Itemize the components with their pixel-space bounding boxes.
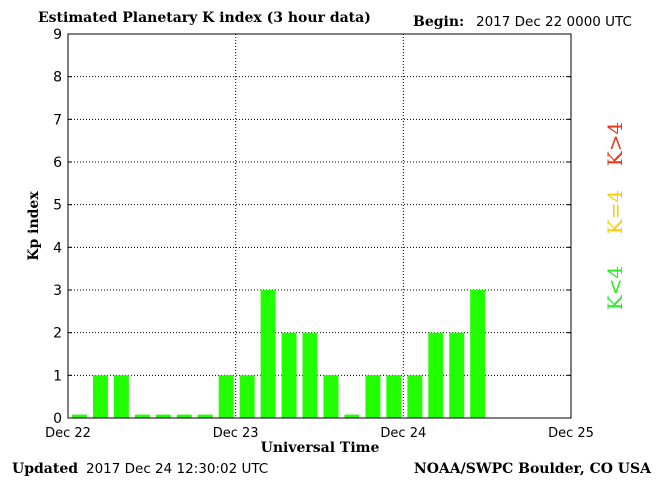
kp-bar (386, 375, 402, 418)
x-axis: Dec 22 Dec 23 Dec 24 Dec 25 (45, 426, 594, 441)
kp-bar (176, 414, 192, 418)
legend: K<4 K=4 K>4 (603, 122, 627, 310)
legend-item: K<4 (603, 266, 627, 310)
kp-bar (72, 414, 87, 418)
y-tick-label: 7 (53, 112, 62, 128)
kp-bar (92, 375, 108, 418)
kp-bar (218, 375, 234, 418)
kp-bar (239, 375, 255, 418)
begin-value: 2017 Dec 22 0000 UTC (476, 14, 632, 30)
y-tick-label: 6 (53, 155, 62, 171)
kp-bar (113, 375, 129, 418)
kp-bar (155, 414, 171, 418)
y-tick-label: 1 (53, 368, 62, 384)
kp-bar (428, 332, 444, 418)
kp-bar (323, 375, 339, 418)
plot-frame (67, 33, 572, 419)
begin-label: Begin: (413, 14, 464, 30)
kp-bar (260, 290, 276, 418)
x-tick-label: Dec 24 (380, 426, 426, 441)
y-tick-label: 4 (53, 240, 62, 256)
updated-value: 2017 Dec 24 12:30:02 UTC (86, 461, 268, 477)
kp-bar (344, 414, 360, 418)
chart-title: Estimated Planetary K index (3 hour data… (38, 10, 371, 26)
kp-bar (470, 290, 486, 418)
legend-item: K=4 (603, 190, 627, 234)
x-axis-label: Universal Time (261, 440, 380, 456)
y-tick-label: 0 (53, 411, 62, 427)
y-tick-label: 2 (53, 326, 62, 342)
updated-label: Updated (12, 461, 78, 477)
y-tick-label: 8 (53, 70, 62, 86)
credit-text: NOAA/SWPC Boulder, CO USA (414, 461, 652, 477)
grid-lines (68, 33, 571, 418)
y-tick-label: 3 (53, 283, 62, 299)
kp-bar (134, 414, 150, 418)
y-tick-label: 9 (53, 27, 62, 43)
x-tick-label: Dec 22 (45, 426, 91, 441)
kp-bar (365, 375, 381, 418)
x-tick-label: Dec 25 (548, 426, 594, 441)
bars (72, 290, 486, 418)
x-tick-label: Dec 23 (213, 426, 259, 441)
kp-bar (197, 414, 213, 418)
legend-item: K>4 (603, 122, 627, 166)
kp-bar (281, 332, 297, 418)
kp-bar (302, 332, 318, 418)
kp-bar (407, 375, 423, 418)
y-axis-label: Kp index (26, 191, 42, 261)
kp-bar (449, 332, 465, 418)
y-tick-label: 5 (53, 198, 62, 214)
y-axis: 0 1 2 3 4 5 6 7 8 9 (53, 27, 571, 427)
